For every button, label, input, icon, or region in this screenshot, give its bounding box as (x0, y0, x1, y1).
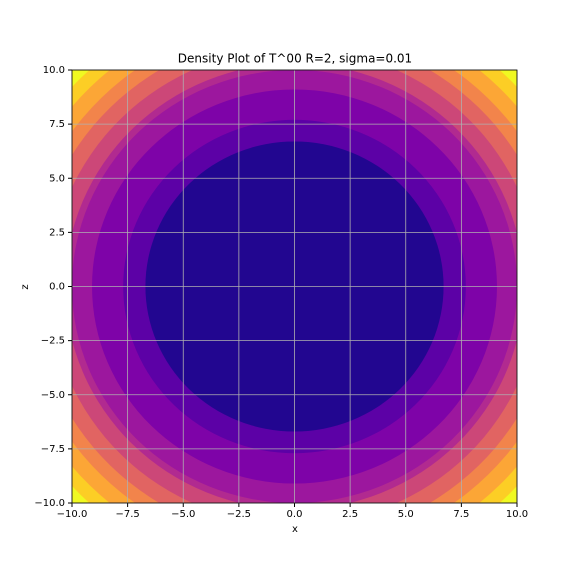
y-tick-label: −5.0 (41, 390, 65, 401)
y-tick-label: 7.5 (49, 119, 65, 130)
x-tick-label: −10.0 (57, 509, 88, 520)
x-tick-label: −2.5 (227, 509, 251, 520)
x-tick-label: 0.0 (287, 509, 303, 520)
x-tick-label: 7.5 (453, 509, 469, 520)
y-tick-label: 0.0 (49, 282, 65, 293)
chart-title: Density Plot of T^00 R=2, sigma=0.01 (178, 52, 412, 66)
x-tick-label: −7.5 (115, 509, 139, 520)
x-tick-label: −5.0 (171, 509, 195, 520)
x-tick-label: 2.5 (342, 509, 358, 520)
x-tick-label: 5.0 (398, 509, 414, 520)
x-tick-label: 10.0 (506, 509, 528, 520)
y-tick-label: −2.5 (41, 336, 65, 347)
plot-frame (71, 69, 518, 504)
y-tick-label: 10.0 (43, 65, 65, 76)
y-tick-label: 2.5 (49, 227, 65, 238)
y-tick-label: −10.0 (34, 498, 65, 509)
x-axis-label: x (292, 524, 298, 535)
y-tick-label: 5.0 (49, 173, 65, 184)
y-axis-label: z (20, 284, 31, 289)
y-tick-label: −7.5 (41, 444, 65, 455)
